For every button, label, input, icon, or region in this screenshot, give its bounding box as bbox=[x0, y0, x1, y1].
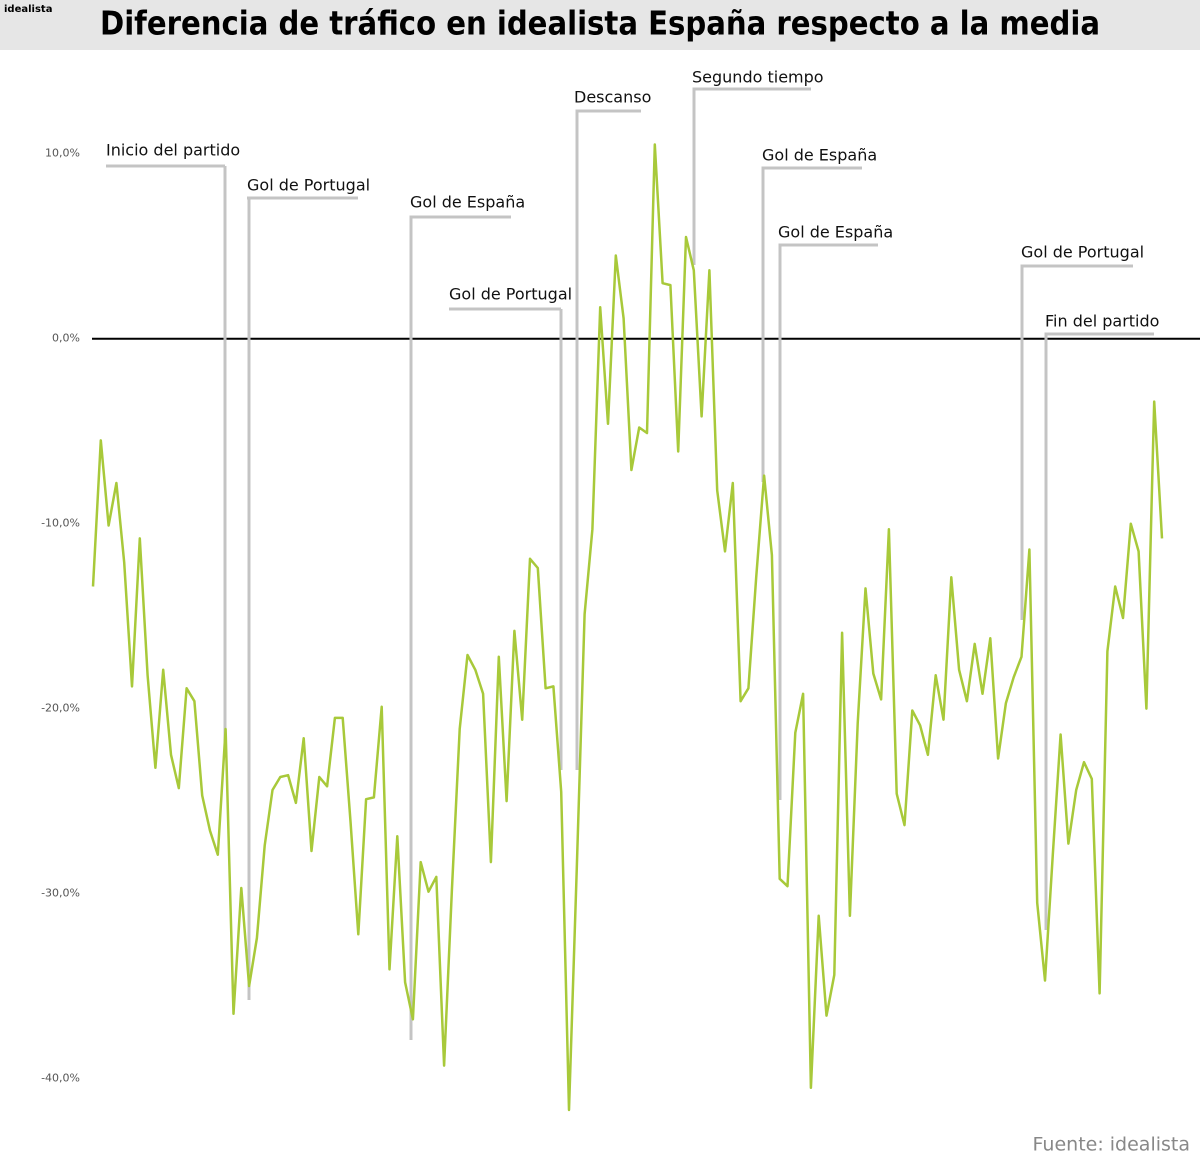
annotation-leader bbox=[1044, 332, 1154, 930]
y-tick-label: -30,0% bbox=[41, 887, 80, 900]
annotation-leader bbox=[247, 196, 358, 1000]
y-tick-label: -40,0% bbox=[41, 1072, 80, 1085]
annotation-label: Gol de España bbox=[762, 146, 877, 165]
y-tick-label: -10,0% bbox=[41, 517, 80, 530]
annotation-leader bbox=[575, 109, 641, 770]
y-tick-label: 10,0% bbox=[45, 147, 80, 160]
annotation-label: Inicio del partido bbox=[106, 141, 240, 160]
annotation-leader bbox=[409, 215, 511, 1040]
annotation-leader bbox=[761, 166, 862, 482]
annotation-leader bbox=[778, 243, 878, 800]
data-line bbox=[91, 143, 1164, 1112]
y-tick-label: -20,0% bbox=[41, 702, 80, 715]
annotation-label: Gol de Portugal bbox=[247, 176, 370, 195]
annotation-label: Gol de Portugal bbox=[449, 285, 572, 304]
annotation-label: Gol de Portugal bbox=[1021, 243, 1144, 262]
annotation-label: Fin del partido bbox=[1045, 312, 1159, 331]
annotation-label: Descanso bbox=[574, 88, 651, 107]
brand: idealista bbox=[4, 4, 52, 15]
chart-title: Diferencia de tráfico en idealista Españ… bbox=[100, 4, 1100, 43]
annotation-label: Segundo tiempo bbox=[692, 68, 824, 87]
y-tick-label: 0,0% bbox=[52, 332, 80, 345]
source: Fuente: idealista bbox=[1033, 1134, 1190, 1156]
annotation-label: Gol de España bbox=[778, 223, 893, 242]
annotation-label: Gol de España bbox=[410, 193, 525, 212]
title-bar bbox=[0, 0, 1200, 50]
